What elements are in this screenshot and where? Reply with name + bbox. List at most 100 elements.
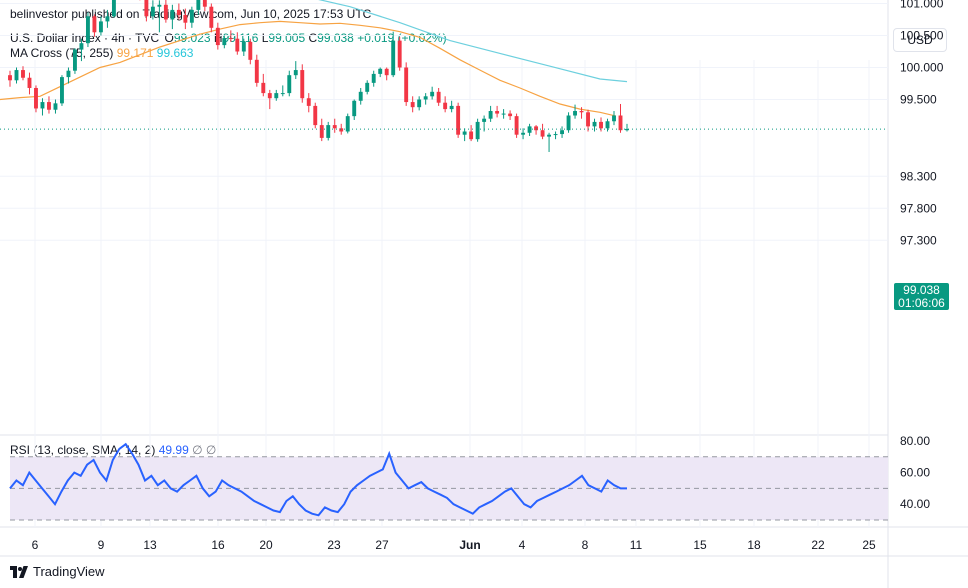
candle xyxy=(592,118,597,132)
candle xyxy=(449,100,454,113)
ma-fast-value: 99.171 xyxy=(116,46,154,60)
candle xyxy=(215,22,220,50)
candles xyxy=(8,0,629,152)
candle xyxy=(560,126,565,138)
candle xyxy=(553,131,558,140)
candle-body xyxy=(105,16,110,22)
candle xyxy=(85,12,90,48)
candle-body xyxy=(34,87,38,109)
ma-fast-line xyxy=(0,20,617,117)
brand-name: TradingView xyxy=(33,564,105,579)
candle xyxy=(53,99,58,114)
candle xyxy=(625,123,629,132)
candle-body xyxy=(495,111,500,114)
candle-body xyxy=(488,111,493,119)
candle xyxy=(475,118,480,142)
rsi-extra: ∅ ∅ xyxy=(192,443,217,457)
candle xyxy=(423,93,428,105)
candle-body xyxy=(404,67,409,103)
candle-body xyxy=(462,131,467,135)
candle-body xyxy=(358,91,363,101)
candle xyxy=(92,14,97,37)
candle-body xyxy=(248,41,253,60)
candle xyxy=(579,107,584,119)
candle-body xyxy=(202,0,207,7)
candle-body xyxy=(599,121,603,129)
candle xyxy=(248,38,253,65)
candle xyxy=(60,75,64,106)
candle-body xyxy=(196,0,201,10)
candle xyxy=(514,113,519,138)
candle xyxy=(410,96,415,113)
price-tick-label: 100.000 xyxy=(900,61,944,75)
ma-label[interactable]: MA Cross (75, 255) xyxy=(10,46,114,60)
candle xyxy=(527,123,532,136)
candle xyxy=(267,89,272,110)
candle xyxy=(222,35,227,49)
candle xyxy=(261,73,266,97)
candle xyxy=(443,96,448,113)
price-tick-label: 97.300 xyxy=(900,233,937,247)
candle xyxy=(170,4,175,30)
price-tick-label: 100.500 xyxy=(900,29,944,43)
price-tick-label: 101.000 xyxy=(900,0,944,11)
candle xyxy=(469,125,474,142)
rsi-value: 49.99 xyxy=(158,443,189,457)
rsi-axis-ticks: 80.00 60.00 40.00 xyxy=(900,434,930,511)
open-label: O xyxy=(164,31,174,45)
time-tick-label: 13 xyxy=(143,538,157,552)
candle-body xyxy=(319,125,324,138)
candle-body xyxy=(625,128,629,131)
time-axis-ticks: 6 9 13 16 20 23 27 Jun 4 8 11 15 18 22 25 xyxy=(32,60,876,552)
countdown-value: 01:06:06 xyxy=(898,296,945,310)
rsi-tick-label: 80.00 xyxy=(900,434,930,448)
close-label: C xyxy=(308,31,318,45)
candle xyxy=(612,111,616,126)
candle-body xyxy=(53,103,58,110)
time-tick-label: 25 xyxy=(862,538,876,552)
footer-brand[interactable]: TradingView xyxy=(10,564,105,579)
candle-body xyxy=(215,27,220,46)
currency-button[interactable]: USD xyxy=(893,28,947,52)
candle xyxy=(378,67,383,78)
candle-body xyxy=(592,121,597,127)
candle-body xyxy=(60,77,64,104)
candle xyxy=(66,67,71,84)
candle-body xyxy=(228,38,233,40)
symbol-name[interactable]: U.S. Dollar Index · 4h · TVC xyxy=(10,31,160,45)
rsi-legend[interactable]: RSI (13, close, SMA, 14, 2) 49.99 ∅ ∅ xyxy=(10,443,216,457)
candle-body xyxy=(21,70,25,78)
candle xyxy=(508,110,513,120)
candle-body xyxy=(313,105,318,126)
candle xyxy=(358,87,363,105)
time-tick-label: 6 xyxy=(32,538,39,552)
candle xyxy=(98,16,103,36)
candle-body xyxy=(456,105,461,135)
candle-body xyxy=(189,9,194,23)
candle-body xyxy=(163,4,168,20)
candle-body xyxy=(47,102,51,110)
candle-body xyxy=(514,116,519,135)
candle xyxy=(534,125,539,135)
candle xyxy=(21,66,25,81)
last-price-value: 99.038 xyxy=(903,283,940,297)
candle xyxy=(300,64,305,103)
candle-body xyxy=(417,99,422,108)
candle-body xyxy=(410,102,415,108)
rsi-label[interactable]: RSI (13, close, SMA, 14, 2) xyxy=(10,443,156,457)
candle xyxy=(280,85,285,97)
last-price-tag: 99.038 01:06:06 xyxy=(894,283,949,310)
candle-body xyxy=(397,40,402,68)
candle xyxy=(47,96,51,114)
candle xyxy=(352,99,357,120)
candle xyxy=(241,38,246,56)
candle-body xyxy=(449,105,454,110)
price-tick-label: 98.300 xyxy=(900,169,937,183)
candle xyxy=(521,128,526,140)
candle xyxy=(235,32,240,55)
candle xyxy=(339,123,344,135)
candle-body xyxy=(267,93,272,99)
ma-legend[interactable]: MA Cross (75, 255) 99.171 99.663 xyxy=(10,46,193,60)
low-value: 99.005 xyxy=(268,31,306,45)
